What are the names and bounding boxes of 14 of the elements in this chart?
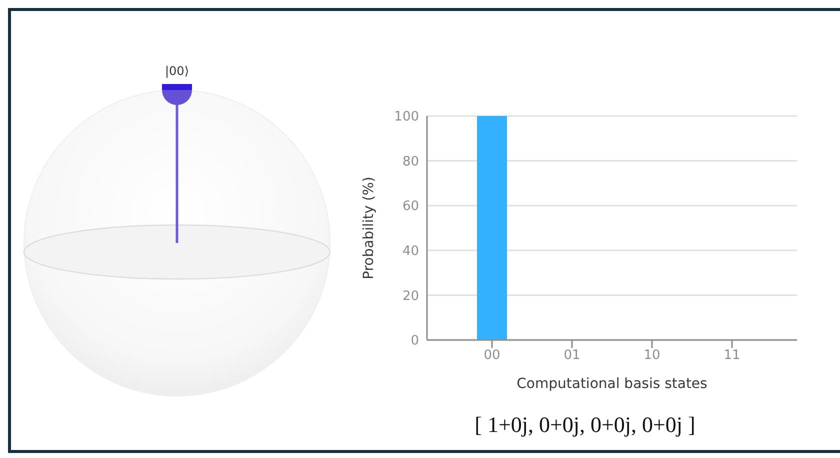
y-tick-label: 0 [410,334,419,349]
y-tick-label: 100 [394,110,419,125]
text: [ 1+0j, 0+0j, 0+0j, 0+0j ] [474,412,696,438]
text: |00⟩ [164,64,190,78]
y-tick-label: 40 [402,244,419,260]
y-axis-title: Probability (%) [360,176,377,280]
y-tick-label: 80 [402,154,419,170]
x-tick-label: 00 [484,348,500,364]
y-tick-label: 60 [402,199,419,214]
x-tick-label: 01 [564,348,580,364]
x-tick-label: 11 [724,348,740,364]
x-axis-title: Computational basis states [516,376,708,392]
x-tick-label: 10 [644,348,660,364]
y-tick-label: 20 [402,288,419,304]
